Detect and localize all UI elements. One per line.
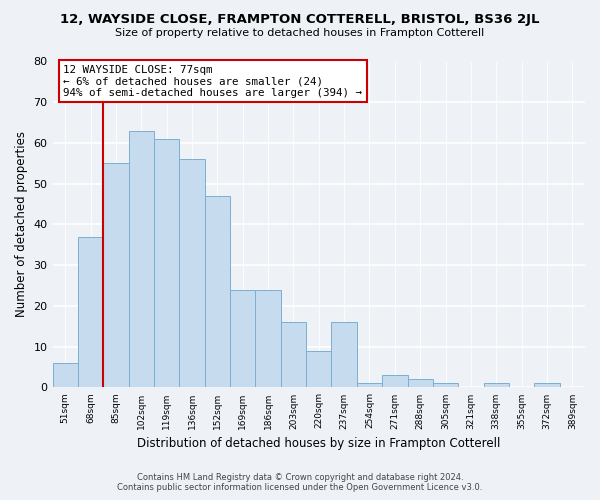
Bar xyxy=(331,322,357,388)
Bar xyxy=(357,384,382,388)
Bar xyxy=(256,290,281,388)
Bar xyxy=(382,375,407,388)
Text: 12 WAYSIDE CLOSE: 77sqm
← 6% of detached houses are smaller (24)
94% of semi-det: 12 WAYSIDE CLOSE: 77sqm ← 6% of detached… xyxy=(63,65,362,98)
Bar xyxy=(484,384,509,388)
Bar xyxy=(154,139,179,388)
Bar xyxy=(103,164,128,388)
X-axis label: Distribution of detached houses by size in Frampton Cotterell: Distribution of detached houses by size … xyxy=(137,437,500,450)
Bar xyxy=(78,236,103,388)
Bar xyxy=(205,196,230,388)
Bar xyxy=(306,351,331,388)
Y-axis label: Number of detached properties: Number of detached properties xyxy=(15,132,28,318)
Bar xyxy=(230,290,256,388)
Bar xyxy=(433,384,458,388)
Bar xyxy=(179,160,205,388)
Bar xyxy=(281,322,306,388)
Bar xyxy=(407,380,433,388)
Bar xyxy=(534,384,560,388)
Bar xyxy=(128,131,154,388)
Text: 12, WAYSIDE CLOSE, FRAMPTON COTTERELL, BRISTOL, BS36 2JL: 12, WAYSIDE CLOSE, FRAMPTON COTTERELL, B… xyxy=(60,12,540,26)
Bar xyxy=(53,363,78,388)
Text: Size of property relative to detached houses in Frampton Cotterell: Size of property relative to detached ho… xyxy=(115,28,485,38)
Text: Contains HM Land Registry data © Crown copyright and database right 2024.
Contai: Contains HM Land Registry data © Crown c… xyxy=(118,473,482,492)
